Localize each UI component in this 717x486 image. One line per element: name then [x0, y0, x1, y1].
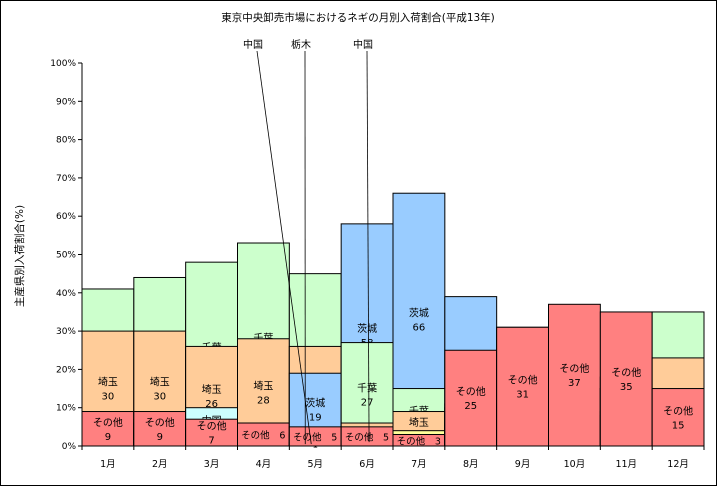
segment-name-label: その他	[397, 435, 426, 447]
plot-area: 0%10%20%30%40%50%60%70%80%90%100%千葉41埼玉3…	[50, 38, 705, 470]
segment-value-label: 19	[309, 413, 322, 424]
segment-name-label: 埼玉	[98, 376, 118, 389]
segment-value-label: 26	[205, 399, 218, 410]
segment-value-label: 31	[516, 390, 529, 401]
segment-value-label: 28	[257, 395, 270, 406]
segment-value-label: 30	[102, 392, 115, 403]
segment-name-label: 茨城	[409, 307, 429, 320]
segment-name-label: その他	[456, 385, 486, 398]
x-category-label: 2月	[152, 459, 168, 470]
bar-segment	[444, 349, 498, 447]
segment-value-label: 5	[331, 432, 337, 443]
segment-name-label: 埼玉	[409, 416, 429, 429]
callout-label: 中国	[243, 38, 263, 51]
bar-segment	[185, 418, 239, 447]
x-category-label: 7月	[411, 459, 427, 470]
x-category-label: 6月	[359, 459, 375, 470]
bar-segment	[651, 388, 705, 447]
y-axis-title: 主産県別入荷割合(%)	[13, 205, 26, 307]
y-tick-label: 90%	[56, 97, 76, 107]
y-tick-label: 100%	[50, 59, 76, 69]
segment-value-label: 30	[153, 392, 166, 403]
segment-name-label: その他	[241, 430, 270, 442]
segment-value-label: 5	[383, 432, 389, 443]
segment-name-label: 埼玉	[202, 383, 222, 396]
bar-segment	[133, 411, 187, 447]
x-category-label: 3月	[204, 459, 220, 470]
x-category-label: 9月	[515, 459, 531, 470]
segment-value-label: 7	[208, 436, 214, 447]
y-tick-label: 0%	[62, 442, 77, 452]
y-tick-label: 70%	[56, 174, 76, 184]
segment-name-label: 茨城	[305, 397, 325, 410]
segment-value-label: 27	[361, 397, 374, 408]
y-tick-label: 60%	[56, 212, 76, 222]
x-category-label: 10月	[564, 459, 586, 470]
callout-leader-line	[256, 50, 312, 445]
y-tick-label: 20%	[56, 365, 76, 375]
segment-value-label: 3	[435, 436, 441, 447]
x-category-label: 12月	[667, 459, 689, 470]
x-category-label: 4月	[256, 459, 272, 470]
segment-value-label: 15	[672, 420, 685, 431]
x-category-label: 5月	[307, 459, 323, 470]
segment-value-label: 37	[568, 378, 581, 389]
y-tick-label: 10%	[56, 404, 76, 414]
y-tick-label: 30%	[56, 327, 76, 337]
segment-name-label: その他	[345, 431, 374, 443]
callout-label: 中国	[353, 38, 373, 51]
segment-name-label: その他	[145, 416, 175, 429]
callout-leader-line	[366, 50, 370, 443]
segment-name-label: 埼玉	[150, 376, 170, 389]
segment-value-label: 6	[279, 431, 285, 442]
segment-name-label: その他	[293, 431, 322, 443]
y-tick-label: 50%	[56, 251, 76, 261]
segment-value-label: 66	[413, 323, 426, 334]
x-category-label: 11月	[615, 459, 637, 470]
segment-name-label: その他	[197, 420, 227, 433]
segment-name-label: その他	[611, 366, 641, 379]
chart-title: 東京中央卸売市場におけるネギの月別入荷割合(平成13年)	[221, 11, 495, 24]
y-tick-label: 80%	[56, 136, 76, 146]
x-category-label: 1月	[100, 459, 116, 470]
segment-name-label: その他	[663, 404, 693, 417]
segment-name-label: その他	[508, 374, 538, 387]
segment-name-label: 千葉	[357, 381, 377, 394]
x-category-label: 8月	[463, 459, 479, 470]
segment-name-label: その他	[559, 362, 589, 375]
segment-name-label: その他	[93, 416, 123, 429]
callout-label: 栃木	[291, 38, 311, 51]
bar-segment	[599, 311, 653, 447]
bar-segment	[496, 326, 549, 447]
bar-segment	[81, 411, 135, 447]
segment-name-label: 茨城	[357, 322, 377, 335]
segment-value-label: 9	[105, 432, 111, 443]
segment-name-label: 埼玉	[253, 379, 273, 392]
segment-value-label: 25	[464, 401, 477, 412]
segment-value-label: 35	[620, 382, 633, 393]
segment-value-label: 9	[157, 432, 163, 443]
y-tick-label: 40%	[56, 289, 76, 299]
